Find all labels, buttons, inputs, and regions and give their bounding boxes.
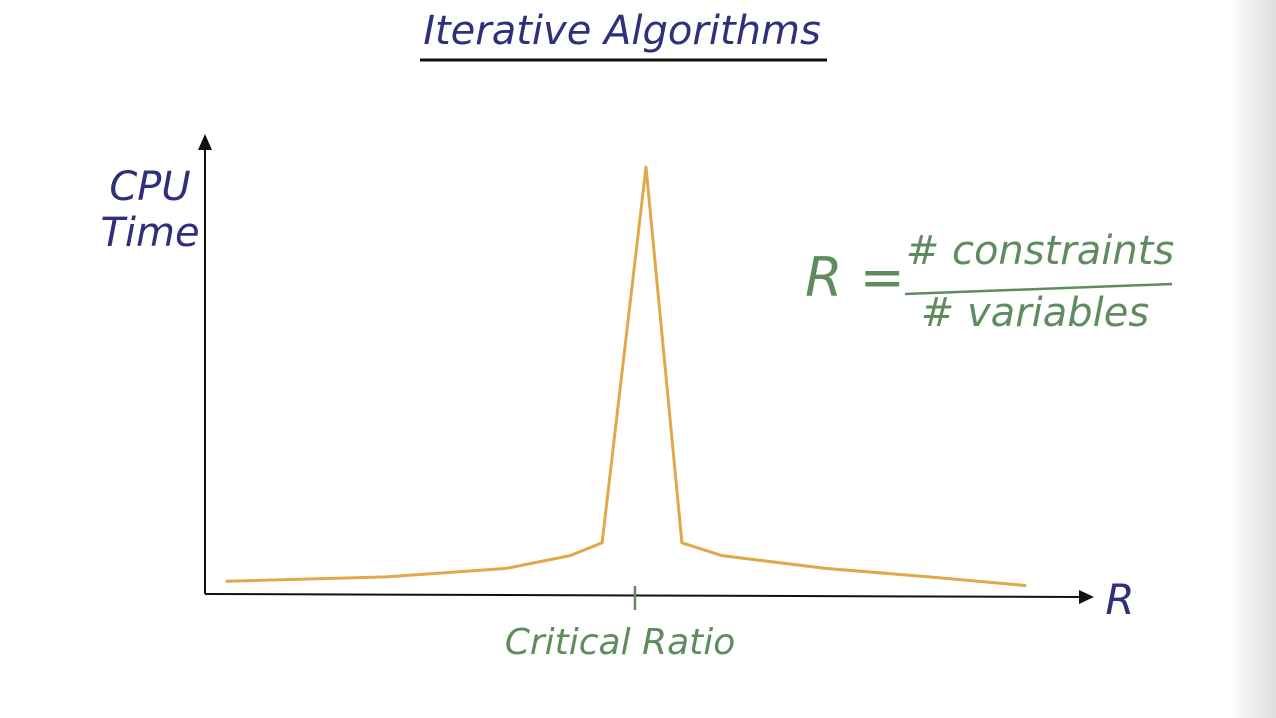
critical-ratio-label: Critical Ratio [505,622,736,663]
formula-numerator: # constraints [906,228,1175,274]
x-axis [204,593,1083,598]
formula-denominator: # variables [921,290,1149,336]
y-axis-label-line1: CPU [109,164,190,210]
formula-lhs: R = [805,246,905,309]
y-axis-arrowhead [198,134,212,150]
cpu-time-curve [225,165,1027,587]
x-axis-arrowhead [1079,590,1094,604]
formula-fraction-bar [904,282,1173,296]
x-axis-label: R [1105,575,1134,624]
right-edge-shade [1230,0,1276,718]
y-axis-label-line2: Time [100,210,199,256]
chart-title: Iterative Algorithms [423,8,821,54]
